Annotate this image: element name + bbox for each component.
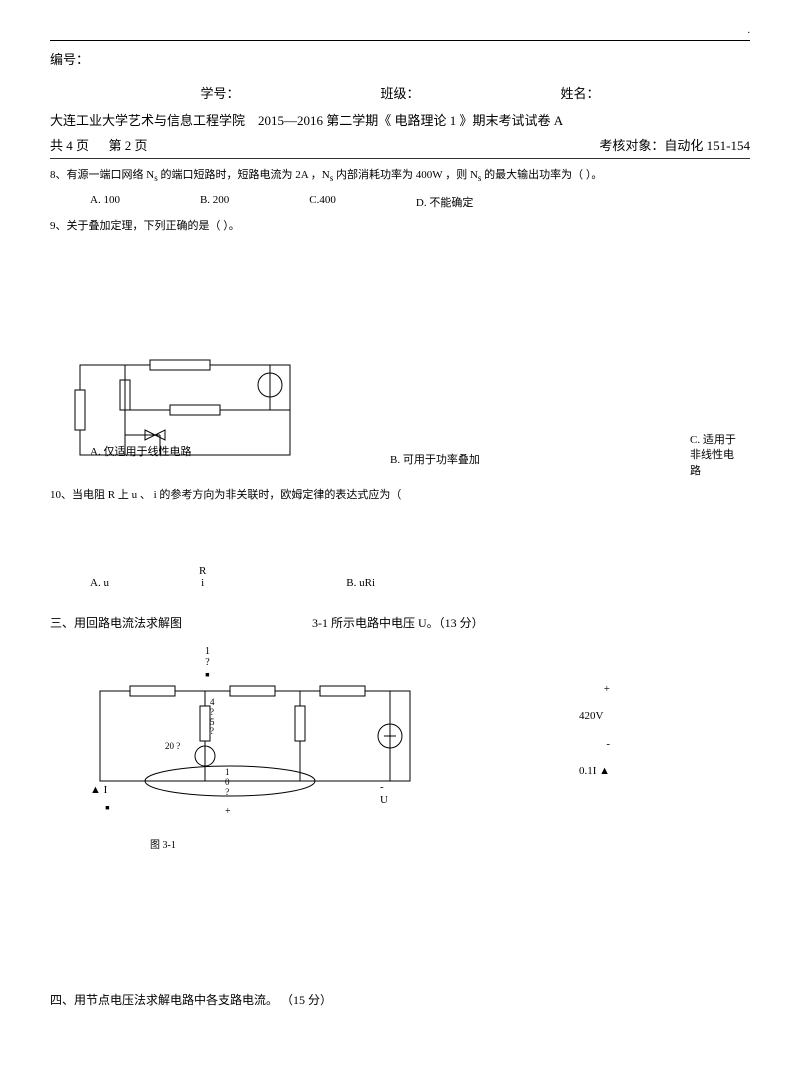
- c3-v1: 1: [205, 646, 210, 657]
- c3-q2: ?: [210, 707, 214, 717]
- c3-dot1: ▪: [105, 801, 110, 817]
- top-dot: .: [748, 25, 751, 36]
- q10-opt-a: A. u: [90, 577, 109, 589]
- c3-v5: 5: [210, 717, 215, 727]
- q10-options: A. u R i B. uRi: [90, 565, 750, 589]
- question-10: 10、当电阻 R 上 u 、 i 的参考方向为非关联时，欧姆定律的表达式应为（: [50, 487, 750, 505]
- circuit-3-area: 1 ? ▪ 4 ? 5 ? 20 ? 1 0 ? ▲ I ▪ + - U + 4…: [50, 646, 750, 826]
- page-info: 共 4 页 第 2 页 考核对象：自动化 151-154: [50, 135, 750, 154]
- q9-opt-a: A. 仅适用于线性电路: [90, 443, 191, 459]
- c3-v0: 0: [225, 777, 230, 787]
- c3-I-text: I: [104, 784, 108, 796]
- section3-title-left: 三、用回路电流法求解图: [50, 614, 182, 631]
- q8-text-4: 的最大输出功率为（ ）。: [481, 169, 602, 181]
- school-name: 大连工业大学艺术与信息工程学院: [50, 113, 245, 128]
- c3-I: ▲ I: [90, 784, 107, 796]
- c3-label-10: 1 0 ?: [225, 768, 230, 798]
- c3-q3: ?: [210, 726, 214, 736]
- class-label: 班级：: [380, 83, 419, 102]
- q8-opt-b: B. 200: [200, 194, 229, 210]
- c3-label-45: 4 ? 5 ?: [210, 698, 215, 738]
- question-8: 8、有源一端口网络 Ns 的端口短路时，短路电流为 2A ，Ns 内部消耗功率为…: [50, 167, 750, 186]
- c3-right-values: + 420V - 0.1I ▲: [579, 676, 610, 786]
- c3-rminus: -: [579, 731, 610, 759]
- doc-id: 编号：: [50, 49, 750, 68]
- q10-r: R: [199, 565, 206, 577]
- circuit-svg-3: [90, 681, 430, 811]
- exam-period: 2015—2016 第二学期《 电路理论 1 》期末考试试卷 A: [258, 113, 563, 128]
- q8-opt-c: C.400: [309, 194, 336, 210]
- c3-label-20: 20 ?: [165, 741, 180, 751]
- c3-rplus: +: [579, 676, 610, 704]
- student-id-label: 学号：: [200, 83, 239, 102]
- c3-420v: 420V: [579, 703, 610, 731]
- current-page: 第 2 页: [109, 138, 148, 153]
- q8-options: A. 100 B. 200 C.400 D. 不能确定: [90, 194, 750, 210]
- section3-title-right: 3-1 所示电路中电压 U。（13 分）: [312, 614, 484, 631]
- name-label: 姓名：: [560, 83, 599, 102]
- circuit-diagram-1: A. 仅适用于线性电路: [70, 355, 310, 469]
- exam-title: 大连工业大学艺术与信息工程学院 2015—2016 第二学期《 电路理论 1 》…: [50, 110, 750, 129]
- c3-01i: 0.1I ▲: [579, 758, 610, 786]
- q8-opt-a: A. 100: [90, 194, 120, 210]
- section-4: 四、用节点电压法求解电路中各支路电流。 （15 分）: [50, 991, 750, 1008]
- student-info-row: 学号： 班级： 姓名：: [50, 83, 750, 102]
- q8-opt-d: D. 不能确定: [416, 194, 473, 210]
- figure-3-1-label: 图 3-1: [150, 836, 750, 851]
- total-pages: 共 4 页: [50, 138, 89, 153]
- c3-v10a: 1: [225, 767, 230, 777]
- exam-subject: 考核对象：自动化 151-154: [599, 135, 750, 154]
- q10-i: i: [201, 577, 204, 589]
- divider-1: [50, 158, 750, 159]
- c3-q4: ?: [225, 787, 229, 797]
- section-3-title-row: 三、用回路电流法求解图 3-1 所示电路中电压 U。（13 分）: [50, 599, 750, 646]
- header-divider: [50, 40, 750, 41]
- c3-minus: -: [380, 781, 384, 793]
- question-9: 9、关于叠加定理，下列正确的是（ ）。: [50, 218, 750, 236]
- c3-plus: +: [225, 806, 231, 817]
- c3-U: U: [380, 794, 388, 806]
- q9-opt-c: C. 适用于非线性电路: [690, 433, 740, 479]
- q9-circuit-row: A. 仅适用于线性电路 B. 可用于功率叠加 C. 适用于非线性电路: [50, 295, 750, 479]
- q9-opt-b: B. 可用于功率叠加: [390, 451, 480, 467]
- q10-opt-b: B. uRi: [346, 577, 375, 589]
- q8-text-1: 8、有源一端口网络 N: [50, 169, 154, 181]
- c3-v4: 4: [210, 697, 215, 707]
- c3-label-1: 1 ? ▪: [205, 646, 210, 683]
- q8-text-3: 内部消耗功率为 400W ，则 N: [333, 169, 478, 181]
- q8-text-2: 的端口短路时，短路电流为 2A ，N: [158, 169, 330, 181]
- c3-q1: ?: [205, 657, 209, 668]
